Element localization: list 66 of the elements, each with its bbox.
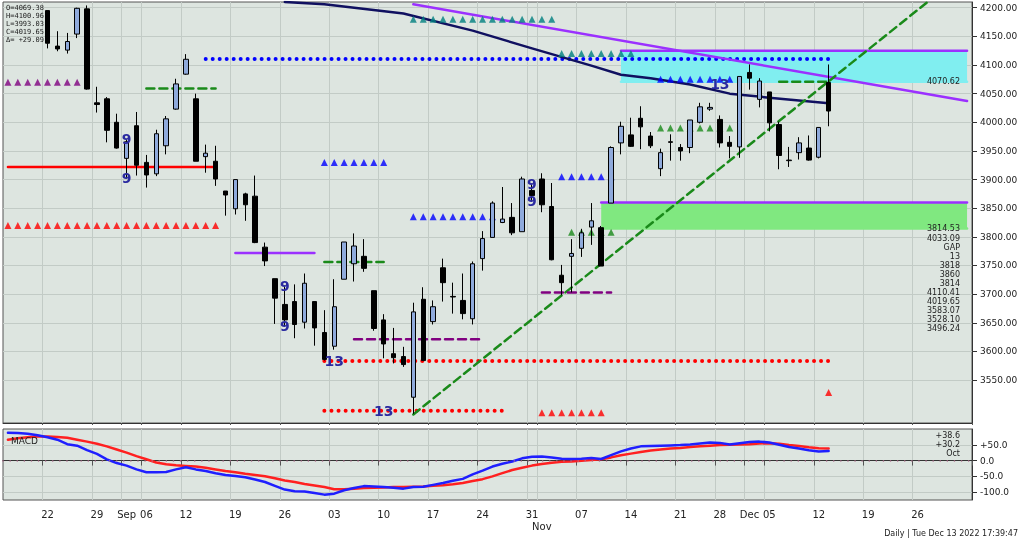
x-tick-label: 05 — [762, 508, 776, 520]
y-tick-label: 4050.00 — [980, 88, 1018, 99]
x-tick-label: Sep — [117, 508, 137, 520]
x-tick-label: Nov — [532, 520, 552, 532]
y-tick-label: -50.0 — [980, 471, 1004, 482]
annotation: 3496.24 — [926, 324, 960, 334]
y-tick-label: 3850.00 — [980, 203, 1018, 214]
y-tick-label: 3950.00 — [980, 145, 1018, 156]
annotation: GAP — [943, 243, 961, 253]
annotation: 3814 — [939, 279, 960, 289]
x-tick-label: 29 — [90, 508, 104, 520]
annotation: 4110.41 — [926, 288, 960, 298]
x-tick-label: 22 — [41, 508, 54, 520]
annotation: 13 — [949, 252, 960, 262]
annotation: 3528.10 — [926, 315, 960, 325]
x-tick-label: 19 — [229, 508, 242, 520]
annotation: 3818 — [939, 261, 960, 271]
annotation: 4019.65 — [926, 297, 960, 307]
y-tick-label: 4100.00 — [980, 60, 1018, 71]
x-tick-label: 17 — [426, 508, 440, 520]
x-tick-label: Dec — [739, 508, 760, 520]
annotation: 3860 — [939, 270, 960, 280]
annotation: +30.2 — [935, 439, 960, 449]
annotation: 13 — [373, 402, 394, 419]
x-tick-label: 19 — [861, 508, 875, 520]
annotation: +38.6 — [935, 430, 960, 440]
y-tick-label: 4000.00 — [980, 117, 1018, 128]
annotation: 9 — [121, 169, 132, 186]
annotation: 3814.53 — [926, 224, 960, 234]
x-tick-label: 06 — [140, 508, 153, 520]
y-tick-label: 3750.00 — [980, 260, 1018, 271]
annotation: 9 — [279, 277, 290, 294]
y-tick-label: 4150.00 — [980, 31, 1018, 42]
y-tick-label: -100.0 — [980, 487, 1010, 498]
y-tick-label: 3550.00 — [980, 375, 1018, 386]
x-tick-label: 24 — [476, 508, 489, 520]
annotation: 13 — [324, 353, 344, 370]
text: Daily | Tue Dec 13 2022 17:39:47 — [884, 528, 1018, 538]
y-tick-label: 4200.00 — [980, 2, 1018, 13]
annotation: 9 — [121, 131, 132, 148]
annotation: 9 — [279, 318, 290, 335]
x-tick-label: 26 — [278, 508, 292, 520]
x-tick-label: 12 — [179, 508, 193, 520]
annotation: 3583.07 — [926, 306, 960, 316]
x-tick-label: 10 — [377, 508, 391, 520]
y-tick-label: 3900.00 — [980, 174, 1018, 185]
x-tick-label: 26 — [911, 508, 924, 520]
y-tick-label: +50.0 — [980, 439, 1008, 450]
annotation: 9 — [527, 175, 537, 192]
x-tick-label: 31 — [525, 508, 539, 520]
annotation: 9 — [527, 192, 537, 209]
y-tick-label: 3800.00 — [980, 231, 1018, 242]
annotation: 4033.09 — [926, 234, 960, 244]
x-tick-label: 28 — [713, 508, 727, 520]
y-tick-label: 3650.00 — [980, 317, 1018, 328]
y-tick-label: 0.0 — [980, 455, 995, 466]
annotation: 4070.62 — [926, 77, 960, 87]
x-tick-label: 12 — [812, 508, 826, 520]
y-tick-label: 3600.00 — [980, 346, 1018, 357]
y-tick-label: 3700.00 — [980, 289, 1018, 300]
x-tick-label: 03 — [327, 508, 341, 520]
x-tick-label: 07 — [575, 508, 588, 520]
x-tick-label: 21 — [673, 508, 687, 520]
text: MACD — [11, 435, 39, 446]
annotation: Oct — [946, 448, 960, 458]
x-tick-label: 14 — [624, 508, 638, 520]
